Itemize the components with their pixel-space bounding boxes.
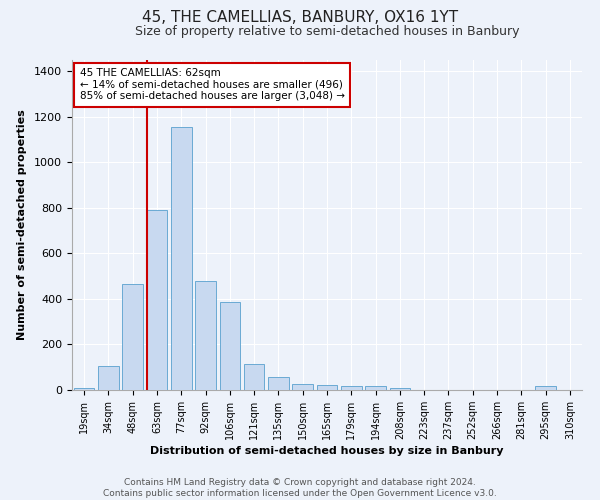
Y-axis label: Number of semi-detached properties: Number of semi-detached properties: [17, 110, 27, 340]
Bar: [268, 378, 289, 390]
Bar: [74, 388, 94, 390]
Bar: [244, 364, 265, 390]
Text: Contains HM Land Registry data © Crown copyright and database right 2024.
Contai: Contains HM Land Registry data © Crown c…: [103, 478, 497, 498]
Bar: [146, 210, 167, 390]
Bar: [220, 302, 240, 390]
Text: 45, THE CAMELLIAS, BANBURY, OX16 1YT: 45, THE CAMELLIAS, BANBURY, OX16 1YT: [142, 10, 458, 25]
Bar: [171, 127, 191, 390]
Bar: [365, 386, 386, 390]
Bar: [122, 284, 143, 390]
Bar: [98, 366, 119, 390]
Bar: [389, 388, 410, 390]
Title: Size of property relative to semi-detached houses in Banbury: Size of property relative to semi-detach…: [135, 25, 519, 38]
Text: 45 THE CAMELLIAS: 62sqm
← 14% of semi-detached houses are smaller (496)
85% of s: 45 THE CAMELLIAS: 62sqm ← 14% of semi-de…: [80, 68, 344, 102]
Bar: [535, 386, 556, 390]
Bar: [292, 384, 313, 390]
Bar: [317, 386, 337, 390]
Bar: [195, 281, 216, 390]
X-axis label: Distribution of semi-detached houses by size in Banbury: Distribution of semi-detached houses by …: [150, 446, 504, 456]
Bar: [341, 386, 362, 390]
